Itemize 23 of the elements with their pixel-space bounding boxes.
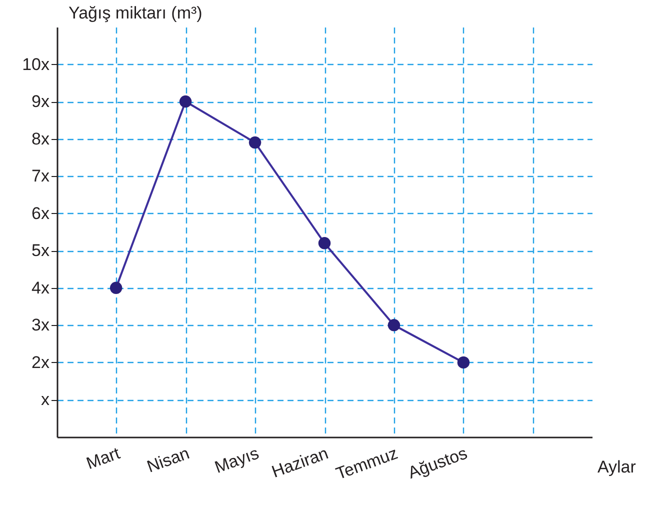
y-tick-label: 5x bbox=[32, 241, 50, 260]
x-tick-label: Temmuz bbox=[333, 444, 400, 484]
y-tick-label: 3x bbox=[32, 316, 50, 335]
y-tick-label: 9x bbox=[32, 92, 50, 112]
y-tick-label: 10x bbox=[22, 54, 50, 74]
point bbox=[318, 237, 331, 250]
y-tick-label: 6x bbox=[32, 204, 50, 223]
y-tick-label: 2x bbox=[32, 352, 50, 372]
x-tick-label: Nisan bbox=[144, 444, 192, 476]
y-tick-label: 4x bbox=[32, 278, 50, 298]
x-tick-label: Mart bbox=[84, 444, 123, 474]
point bbox=[457, 356, 470, 369]
y-tick-label: 8x bbox=[32, 129, 50, 148]
point bbox=[110, 282, 122, 294]
point bbox=[179, 95, 192, 108]
point bbox=[248, 136, 262, 149]
y-axis-title: Yağış miktarı (m³) bbox=[68, 4, 202, 22]
point bbox=[388, 319, 400, 332]
y-tick-label: 7x bbox=[32, 166, 50, 186]
x-tick-label: Haziran bbox=[269, 444, 331, 482]
x-axis-title: Aylar bbox=[598, 458, 636, 476]
y-tick-label: x bbox=[41, 390, 50, 410]
x-tick-label: Mayıs bbox=[212, 444, 262, 477]
